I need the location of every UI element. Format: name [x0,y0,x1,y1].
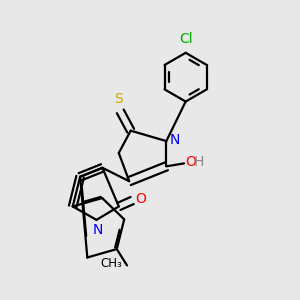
Text: N: N [170,133,180,147]
Text: S: S [114,92,123,106]
Text: CH₃: CH₃ [100,257,122,271]
Text: H: H [194,155,204,169]
Text: O: O [136,192,147,206]
Text: Cl: Cl [179,32,193,46]
Text: N: N [93,224,103,237]
Text: O: O [186,155,196,169]
